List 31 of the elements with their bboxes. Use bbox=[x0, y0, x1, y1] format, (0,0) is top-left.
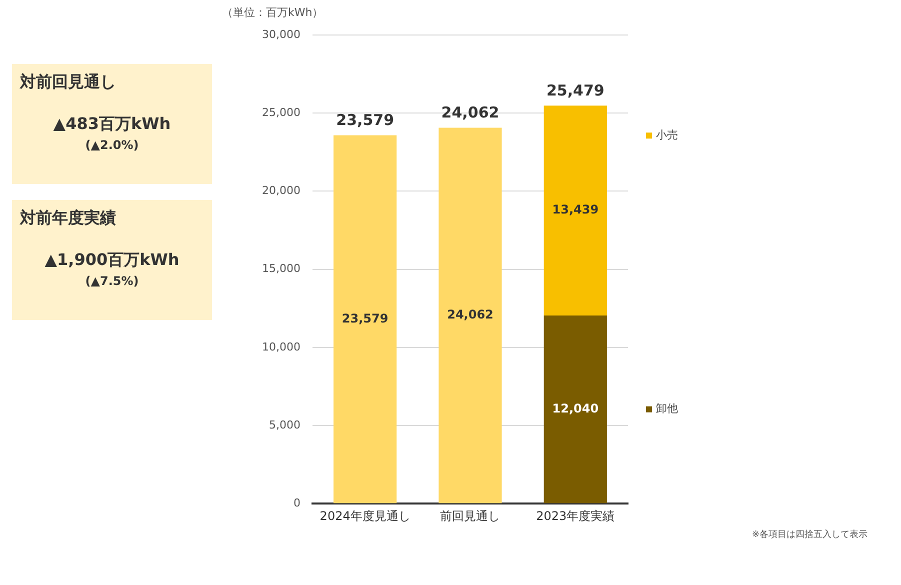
data-label: 24,062 bbox=[447, 308, 494, 322]
data-label: 12,040 bbox=[552, 401, 599, 416]
bar bbox=[544, 316, 607, 504]
text: (▲7.5%) bbox=[84, 274, 140, 288]
text: 対前回見通し bbox=[20, 72, 116, 93]
text: (▲2.0%) bbox=[84, 138, 140, 152]
bar bbox=[334, 135, 397, 504]
y-tick-label: 0 bbox=[293, 496, 300, 510]
y-tick-label: 25,000 bbox=[262, 106, 300, 119]
y-axis-title: （単位：百万kWh） bbox=[222, 5, 324, 20]
text: 対前年度実績 bbox=[20, 208, 116, 229]
total-label: 25,479 bbox=[546, 82, 604, 100]
y-tick-label: 20,000 bbox=[262, 184, 300, 198]
y-tick-label: 30,000 bbox=[262, 28, 300, 41]
data-label: 13,439 bbox=[552, 202, 599, 217]
text: ▲1,900百万kWh bbox=[44, 250, 180, 271]
data-label: 23,579 bbox=[342, 311, 388, 326]
text: ▲483百万kWh bbox=[52, 114, 172, 135]
legend-label: 卸他 bbox=[656, 402, 678, 416]
total-label: 24,062 bbox=[441, 104, 500, 122]
y-tick-label: 5,000 bbox=[268, 418, 300, 432]
x-tick-label: 2024年度見通し bbox=[320, 508, 410, 523]
text: ※各項目は四捨五入して表示 bbox=[752, 528, 868, 541]
y-tick-label: 10,000 bbox=[262, 340, 300, 354]
x-tick-label: 前回見通し bbox=[440, 508, 500, 523]
legend-label: 小売 bbox=[656, 128, 678, 142]
bar bbox=[544, 106, 607, 316]
bar bbox=[438, 128, 502, 504]
y-tick-label: 15,000 bbox=[262, 262, 300, 276]
total-label: 23,579 bbox=[336, 111, 394, 130]
x-tick-label: 2023年度実績 bbox=[536, 508, 615, 523]
